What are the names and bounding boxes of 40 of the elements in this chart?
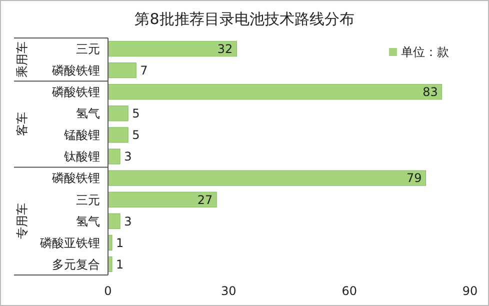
text: 客车 <box>15 112 30 136</box>
bar <box>108 213 120 229</box>
y-tick-label: 三元 <box>76 192 100 207</box>
data-label: 5 <box>132 128 140 142</box>
y-tick-label: 氢气 <box>76 214 100 228</box>
bar <box>108 106 128 122</box>
y-tick-label: 磷酸铁锂 <box>51 64 100 78</box>
y-tick-label: 氢气 <box>76 106 100 121</box>
data-label: 3 <box>124 150 132 164</box>
data-label: 1 <box>116 236 124 250</box>
chart-title: 第8批推荐目录电池技术路线分布 <box>134 10 354 28</box>
data-label: 32 <box>217 42 233 56</box>
bar <box>108 127 128 143</box>
data-label: 83 <box>422 85 438 100</box>
y-tick-label: 磷酸铁锂 <box>51 85 100 100</box>
bar <box>108 84 442 100</box>
bar <box>108 192 217 208</box>
data-label: 79 <box>406 171 422 186</box>
text: 乘用车 <box>15 42 30 78</box>
y-tick-label: 磷酸亚铁锂 <box>39 236 100 250</box>
legend-label: 单位：款 <box>401 45 449 60</box>
y-tick-label: 锰酸锂 <box>63 128 100 142</box>
y-tick-label: 磷酸铁锂 <box>51 171 100 186</box>
bar <box>108 148 120 164</box>
data-label: 3 <box>124 214 132 228</box>
x-tick-label: 60 <box>342 284 357 298</box>
y-tick-label: 多元复合 <box>52 257 100 272</box>
x-tick-label: 90 <box>462 284 478 298</box>
x-tick-label: 30 <box>221 284 236 298</box>
x-tick-label: 0 <box>104 284 112 298</box>
text: 专用车 <box>15 203 30 240</box>
data-label: 5 <box>132 106 140 121</box>
y-tick-label: 三元 <box>76 42 100 56</box>
y-tick-label: 钛酸锂 <box>63 150 100 164</box>
bar <box>108 40 237 57</box>
data-label: 7 <box>140 64 148 78</box>
data-label: 1 <box>116 257 124 272</box>
bar <box>108 62 136 78</box>
data-label: 27 <box>197 192 213 207</box>
bar <box>108 170 426 186</box>
